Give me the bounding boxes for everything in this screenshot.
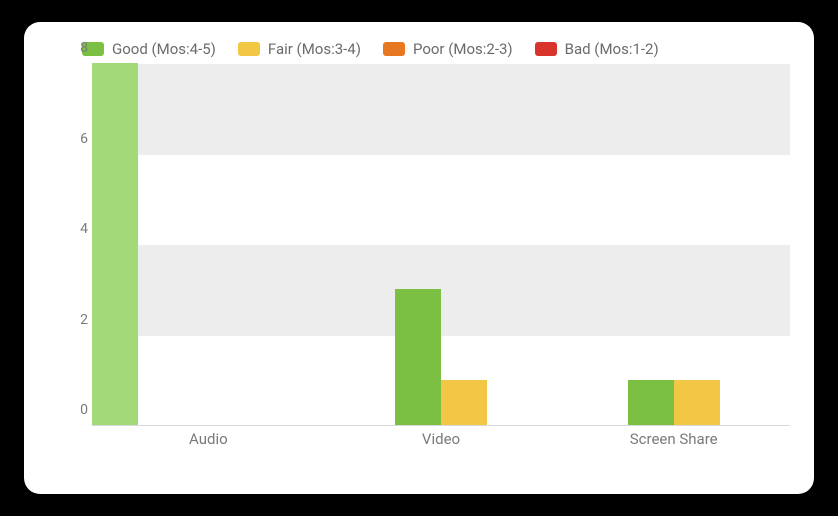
- bar-good[interactable]: [628, 380, 674, 425]
- bar-cluster: [92, 63, 138, 425]
- legend-item-bad[interactable]: Bad (Mos:1-2): [535, 40, 659, 58]
- x-axis-labels: Audio Video Screen Share: [92, 430, 790, 454]
- y-tick-label: 0: [68, 402, 88, 418]
- legend-label-bad: Bad (Mos:1-2): [565, 40, 659, 58]
- y-tick-label: 2: [68, 312, 88, 328]
- legend-swatch-bad: [535, 42, 557, 56]
- legend-swatch-fair: [238, 42, 260, 56]
- legend-label-good: Good (Mos:4-5): [112, 40, 216, 58]
- legend-item-good[interactable]: Good (Mos:4-5): [82, 40, 216, 58]
- bar-fair[interactable]: [441, 380, 487, 425]
- bar-fair[interactable]: [674, 380, 720, 425]
- y-tick-label: 8: [68, 40, 88, 56]
- legend-item-poor[interactable]: Poor (Mos:2-3): [383, 40, 513, 58]
- bar-cluster: [628, 380, 720, 425]
- chart-legend: Good (Mos:4-5) Fair (Mos:3-4) Poor (Mos:…: [82, 40, 790, 58]
- bars-container: [92, 64, 790, 426]
- bar-cluster: [395, 289, 487, 425]
- category-screen-share: [557, 64, 790, 426]
- legend-label-fair: Fair (Mos:3-4): [268, 40, 361, 58]
- legend-label-poor: Poor (Mos:2-3): [413, 40, 513, 58]
- bar-good[interactable]: [92, 63, 138, 425]
- x-label-video: Video: [325, 430, 558, 454]
- chart-area: 02468 Audio Video Screen Share: [68, 64, 790, 454]
- category-video: [325, 64, 558, 426]
- chart-plot: 02468: [92, 64, 790, 426]
- y-tick-label: 4: [68, 221, 88, 237]
- chart-card: Good (Mos:4-5) Fair (Mos:3-4) Poor (Mos:…: [24, 22, 814, 494]
- category-audio: [92, 64, 325, 426]
- x-label-audio: Audio: [92, 430, 325, 454]
- bar-good[interactable]: [395, 289, 441, 425]
- x-label-screenshare: Screen Share: [557, 430, 790, 454]
- legend-item-fair[interactable]: Fair (Mos:3-4): [238, 40, 361, 58]
- y-tick-label: 6: [68, 131, 88, 147]
- legend-swatch-poor: [383, 42, 405, 56]
